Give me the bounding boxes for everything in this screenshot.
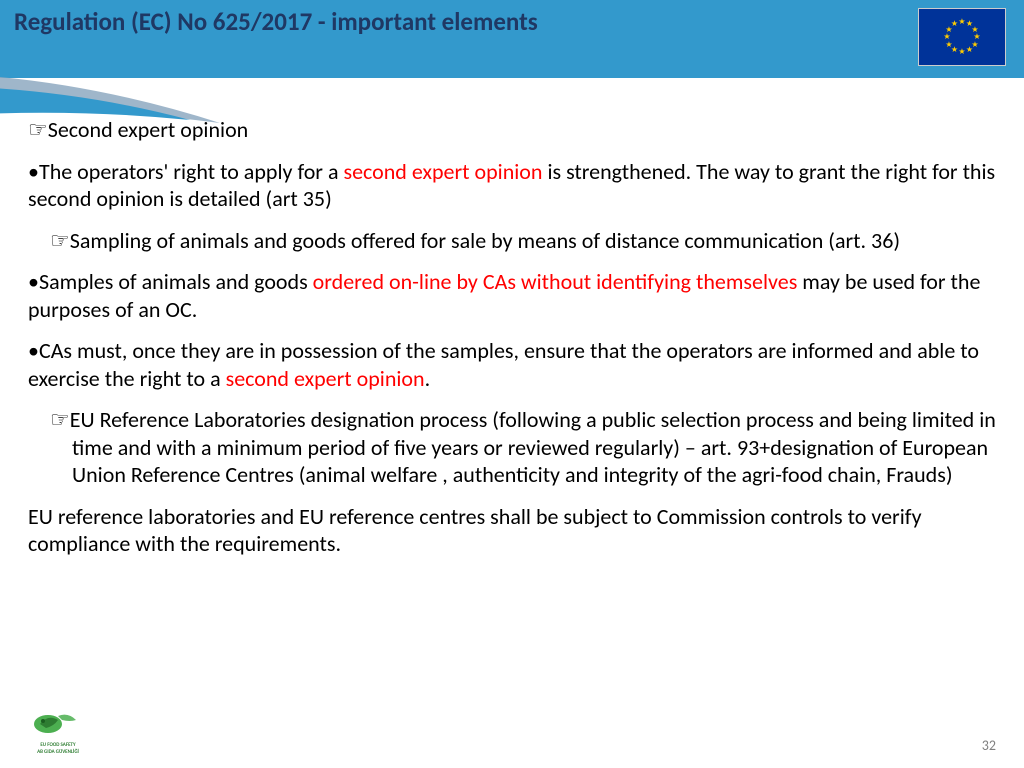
body-paragraph: ☞EU Reference Laboratories designation p… [28, 406, 996, 489]
eu-star-icon: ★ [951, 19, 958, 29]
logo-text-2: AB GIDA GÜVENLİĞİ [28, 750, 88, 755]
logo-text-1: EU FOOD SAFETY [28, 743, 88, 748]
body-paragraph: •CAs must, once they are in possession o… [28, 337, 996, 392]
bullet-icon: • [28, 337, 39, 364]
body-paragraph: •Samples of animals and goods ordered on… [28, 268, 996, 323]
eu-star-icon: ★ [966, 45, 973, 55]
body-text: EU Reference Laboratories designation pr… [70, 406, 996, 488]
slide-title: Regulation (EC) No 625/2017 - important … [14, 6, 538, 37]
body-paragraph: ☞Second expert opinion [28, 116, 996, 144]
body-text: Samples of animals and goods [39, 268, 313, 295]
eu-flag-icon: ★★★★★★★★★★★★ [918, 8, 1006, 66]
body-text: . [425, 365, 431, 392]
body-paragraph: ☞Sampling of animals and goods offered f… [28, 227, 996, 255]
body-text: EU reference laboratories and EU referen… [28, 503, 922, 558]
body-text: The operators' right to apply for a [39, 158, 344, 185]
slide-body: ☞Second expert opinion•The operators' ri… [0, 78, 1024, 558]
body-paragraph: EU reference laboratories and EU referen… [28, 503, 996, 558]
slide-number: 32 [982, 737, 996, 754]
eu-food-safety-logo-icon: EU FOOD SAFETY AB GIDA GÜVENLİĞİ [28, 706, 88, 750]
body-text: Sampling of animals and goods offered fo… [70, 227, 900, 254]
body-paragraph: •The operators' right to apply for a sec… [28, 158, 996, 213]
highlighted-text: ordered on-line by CAs without identifyi… [313, 268, 798, 295]
highlighted-text: second expert opinion [226, 365, 425, 392]
bullet-icon: • [28, 158, 39, 185]
pointer-icon: ☞ [50, 406, 70, 433]
slide-header: Regulation (EC) No 625/2017 - important … [0, 0, 1024, 78]
pointer-icon: ☞ [50, 227, 70, 254]
body-text: Second expert opinion [48, 116, 249, 143]
highlighted-text: second expert opinion [343, 158, 542, 185]
eu-star-icon: ★ [958, 17, 965, 27]
bullet-icon: • [28, 268, 39, 295]
pointer-icon: ☞ [28, 116, 48, 143]
body-text: CAs must, once they are in possession of… [28, 337, 979, 392]
eu-star-icon: ★ [958, 47, 965, 57]
